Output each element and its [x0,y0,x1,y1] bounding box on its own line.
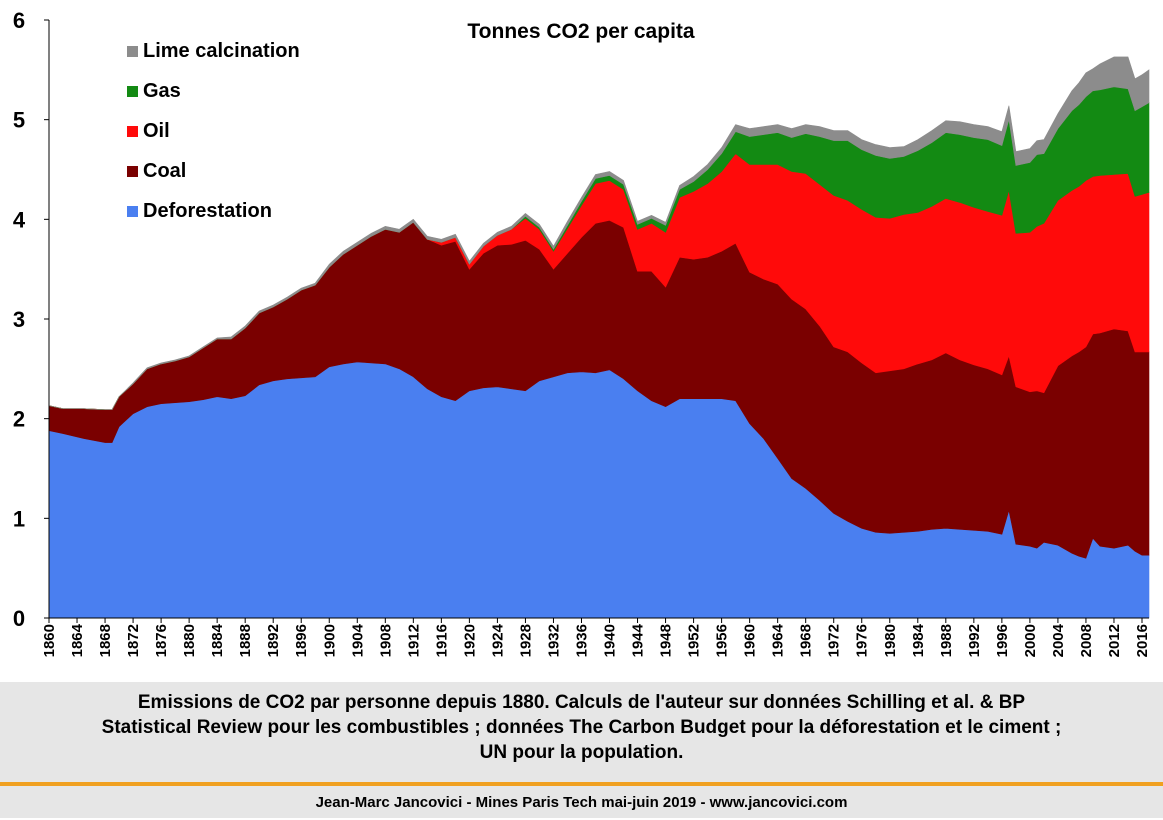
x-tick-label: 1972 [826,624,843,657]
chart-title: Tonnes CO2 per capita [467,20,694,43]
x-tick-label: 1940 [602,624,619,657]
x-tick-label: 1924 [489,623,506,657]
stacked-area-chart: 0 1 2 3 4 5 6 1860 1864 1868 1872 1876 1880 1884 1888 1… [13,8,1151,657]
x-tick-label: 1912 [405,624,422,657]
x-tick-label: 1952 [686,624,703,657]
legend-label: Gas [143,80,181,102]
chart-area: 0 1 2 3 4 5 6 1860 1864 1868 1872 1876 1880 1884 1888 1… [12,8,1151,658]
x-tick-label: 1892 [265,624,282,657]
legend-label: Coal [143,160,186,182]
y-tick-label: 5 [13,108,25,133]
x-tick-label: 2000 [1022,624,1039,657]
x-tick-label: 1968 [798,624,815,657]
x-tick-label: 2004 [1050,623,1067,657]
divider [0,782,1163,786]
x-tick-label: 1964 [770,623,787,657]
x-tick-label: 2012 [1106,624,1123,657]
x-tick-label: 1876 [153,624,170,657]
caption-line-3: UN pour la population. [479,742,684,763]
x-tick-label: 1948 [658,624,675,657]
x-tick-label: 1932 [546,624,563,657]
x-tick-label: 1860 [41,624,58,657]
legend-swatch [127,206,138,217]
legend-swatch [127,46,138,57]
series-area-lime-calcination [48,56,1150,410]
x-tick-label: 1976 [854,624,871,657]
x-tick-label: 1916 [433,624,450,657]
axes: 0 1 2 3 4 5 6 1860 1864 1868 1872 1876 1880 1884 1888 1… [13,8,1151,657]
x-tick-label: 1980 [882,624,899,657]
x-tick-label: 1884 [209,623,226,657]
x-tick-label: 1920 [461,624,478,657]
legend-swatch [127,86,138,97]
x-tick-label: 1956 [714,624,731,657]
x-tick-label: 1872 [125,624,142,657]
x-tick-label: 1900 [321,624,338,657]
y-tick-label: 0 [13,606,25,631]
y-tick-label: 2 [13,407,25,432]
area-layers [48,56,1150,619]
figure-caption: Emissions de CO2 par personne depuis 188… [0,682,1163,782]
legend-label: Oil [143,120,170,142]
y-tick-label: 4 [13,207,26,232]
legend-label: Lime calcination [143,40,300,62]
y-tick-label: 1 [13,506,25,531]
caption-line-1: Emissions de CO2 par personne depuis 188… [137,692,1026,713]
x-tick-label: 1888 [237,624,254,657]
x-tick-label: 1984 [910,623,927,657]
x-tick-label: 1936 [574,624,591,657]
x-tick-label: 1960 [742,624,759,657]
x-tick-label: 1896 [293,624,310,657]
y-tick-label: 6 [13,8,25,33]
x-tick-label: 1944 [630,623,647,657]
x-tick-label: 2008 [1078,624,1095,657]
legend: Lime calcination Gas Oil Coal Deforestation [127,40,300,222]
legend-swatch [127,126,138,137]
x-tick-label: 1988 [938,624,955,657]
x-tick-label: 1904 [349,623,366,657]
legend-label: Deforestation [143,200,272,222]
x-tick-label: 2016 [1134,624,1151,657]
x-tick-label: 1908 [377,624,394,657]
footer-credit: Jean-Marc Jancovici - Mines Paris Tech m… [0,786,1163,818]
x-tick-label: 1864 [69,623,86,657]
y-tick-label: 3 [13,307,25,332]
x-tick-label: 1992 [966,624,983,657]
legend-swatch [127,166,138,177]
x-tick-label: 1868 [97,624,114,657]
x-tick-label: 1880 [181,624,198,657]
x-tick-label: 1928 [517,624,534,657]
x-tick-label: 1996 [994,624,1011,657]
caption-line-2: Statistical Review pour les combustibles… [101,717,1062,738]
